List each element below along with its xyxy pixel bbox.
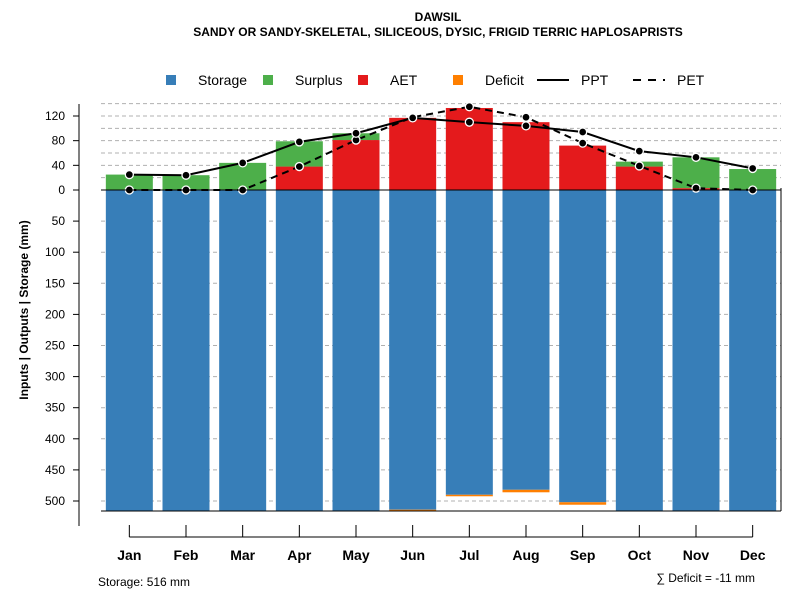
- ppt-point-aug: [521, 121, 531, 131]
- storage-bar-apr: [275, 190, 323, 511]
- x-tick-label-feb: Feb: [174, 547, 199, 563]
- y-tick-label: 0: [58, 183, 65, 197]
- x-tick-label-jan: Jan: [117, 547, 141, 563]
- storage-bar-may: [332, 190, 380, 511]
- pet-point-aug: [521, 112, 531, 122]
- y-tick-label: 450: [45, 463, 65, 477]
- storage-bar-oct: [615, 190, 663, 511]
- deficit-bar-jul: [445, 494, 493, 497]
- lines: [124, 102, 758, 195]
- chart-subtitle: SANDY OR SANDY-SKELETAL, SILICEOUS, DYSI…: [193, 25, 683, 39]
- deficit-bar-jun: [389, 509, 437, 512]
- ppt-point-nov: [691, 152, 701, 162]
- surplus-bar-feb: [162, 175, 210, 190]
- storage-legend-label: Storage: [198, 72, 247, 88]
- storage-bar-jul: [445, 190, 493, 495]
- pet-point-nov: [691, 183, 701, 193]
- pet-point-apr: [294, 161, 304, 172]
- x-tick-label-oct: Oct: [628, 547, 652, 563]
- y-tick-label: 80: [52, 134, 66, 148]
- y-tick-label: 250: [45, 339, 65, 353]
- pet-point-sep: [578, 138, 588, 148]
- ppt-point-may: [351, 128, 361, 138]
- storage-bar-feb: [162, 190, 210, 511]
- surplus-bar-jan: [105, 174, 153, 190]
- gridlines: [101, 103, 781, 502]
- surplus-legend-label: Surplus: [295, 72, 342, 88]
- storage-legend-swatch: [166, 75, 176, 85]
- legend: Storage Surplus AET Deficit PPT PET: [166, 72, 705, 88]
- storage-bar-sep: [559, 190, 607, 503]
- chart-title: DAWSIL: [415, 10, 462, 24]
- ppt-point-mar: [238, 158, 248, 168]
- pet-point-oct: [634, 161, 644, 171]
- storage-bar-aug: [502, 190, 550, 490]
- aet-bar-aug: [502, 122, 550, 190]
- pet-legend-label: PET: [677, 72, 705, 88]
- aet-bar-sep: [559, 145, 607, 190]
- y-tick-label: 300: [45, 370, 65, 384]
- ppt-point-dec: [748, 163, 758, 174]
- x-tick-label-may: May: [342, 547, 369, 563]
- y-tick-label: 50: [52, 214, 66, 228]
- aet-legend-label: AET: [390, 72, 418, 88]
- deficit-legend-label: Deficit: [485, 72, 524, 88]
- storage-bar-mar: [219, 190, 267, 511]
- x-tick-label-nov: Nov: [683, 547, 710, 563]
- y-tick-label: 200: [45, 307, 65, 321]
- aet-legend-swatch: [358, 75, 368, 85]
- storage-bar-nov: [672, 190, 720, 511]
- surplus-legend-swatch: [263, 75, 273, 85]
- ppt-point-jan: [124, 169, 134, 180]
- bars: [105, 107, 777, 512]
- storage-bar-jan: [105, 190, 153, 511]
- pet-line: [129, 105, 753, 191]
- x-tick-label-jul: Jul: [459, 547, 479, 563]
- ppt-legend-label: PPT: [581, 72, 609, 88]
- x-tick-label-dec: Dec: [740, 547, 766, 563]
- ppt-point-sep: [578, 127, 588, 137]
- x-tick-label-mar: Mar: [230, 547, 255, 563]
- aet-bar-oct: [615, 166, 663, 190]
- pet-point-jul: [464, 102, 474, 112]
- ppt-point-feb: [181, 170, 191, 180]
- axes: 0 40 80 120 50 100 150 200 250 300 350 400 450 500 Jan…: [45, 104, 782, 563]
- ppt-point-jun: [408, 113, 418, 123]
- x-tick-label-apr: Apr: [287, 547, 312, 563]
- x-tick-label-aug: Aug: [512, 547, 539, 563]
- surplus-bar-dec: [729, 169, 777, 190]
- storage-bar-jun: [389, 190, 437, 510]
- ppt-point-apr: [294, 137, 304, 147]
- x-tick-label-sep: Sep: [570, 547, 596, 563]
- x-tick-label-jun: Jun: [400, 547, 425, 563]
- y-axis-label: Inputs | Outputs | Storage (mm): [17, 220, 31, 399]
- y-tick-label: 350: [45, 401, 65, 415]
- deficit-bar-sep: [559, 502, 607, 505]
- y-tick-label: 100: [45, 245, 65, 259]
- deficit-footer: ∑ Deficit = -11 mm: [656, 571, 755, 585]
- y-tick-label: 400: [45, 432, 65, 446]
- storage-footer: Storage: 516 mm: [98, 575, 190, 589]
- ppt-point-jul: [464, 117, 474, 127]
- y-tick-label: 500: [45, 494, 65, 508]
- ppt-point-oct: [634, 146, 644, 156]
- y-tick-label: 150: [45, 276, 65, 290]
- ppt-line: [129, 116, 753, 177]
- y-tick-label: 120: [45, 109, 65, 123]
- deficit-legend-swatch: [453, 75, 463, 85]
- storage-bar-dec: [729, 190, 777, 511]
- y-tick-label: 40: [52, 158, 66, 172]
- aet-bar-jun: [389, 117, 437, 190]
- deficit-bar-aug: [502, 489, 550, 493]
